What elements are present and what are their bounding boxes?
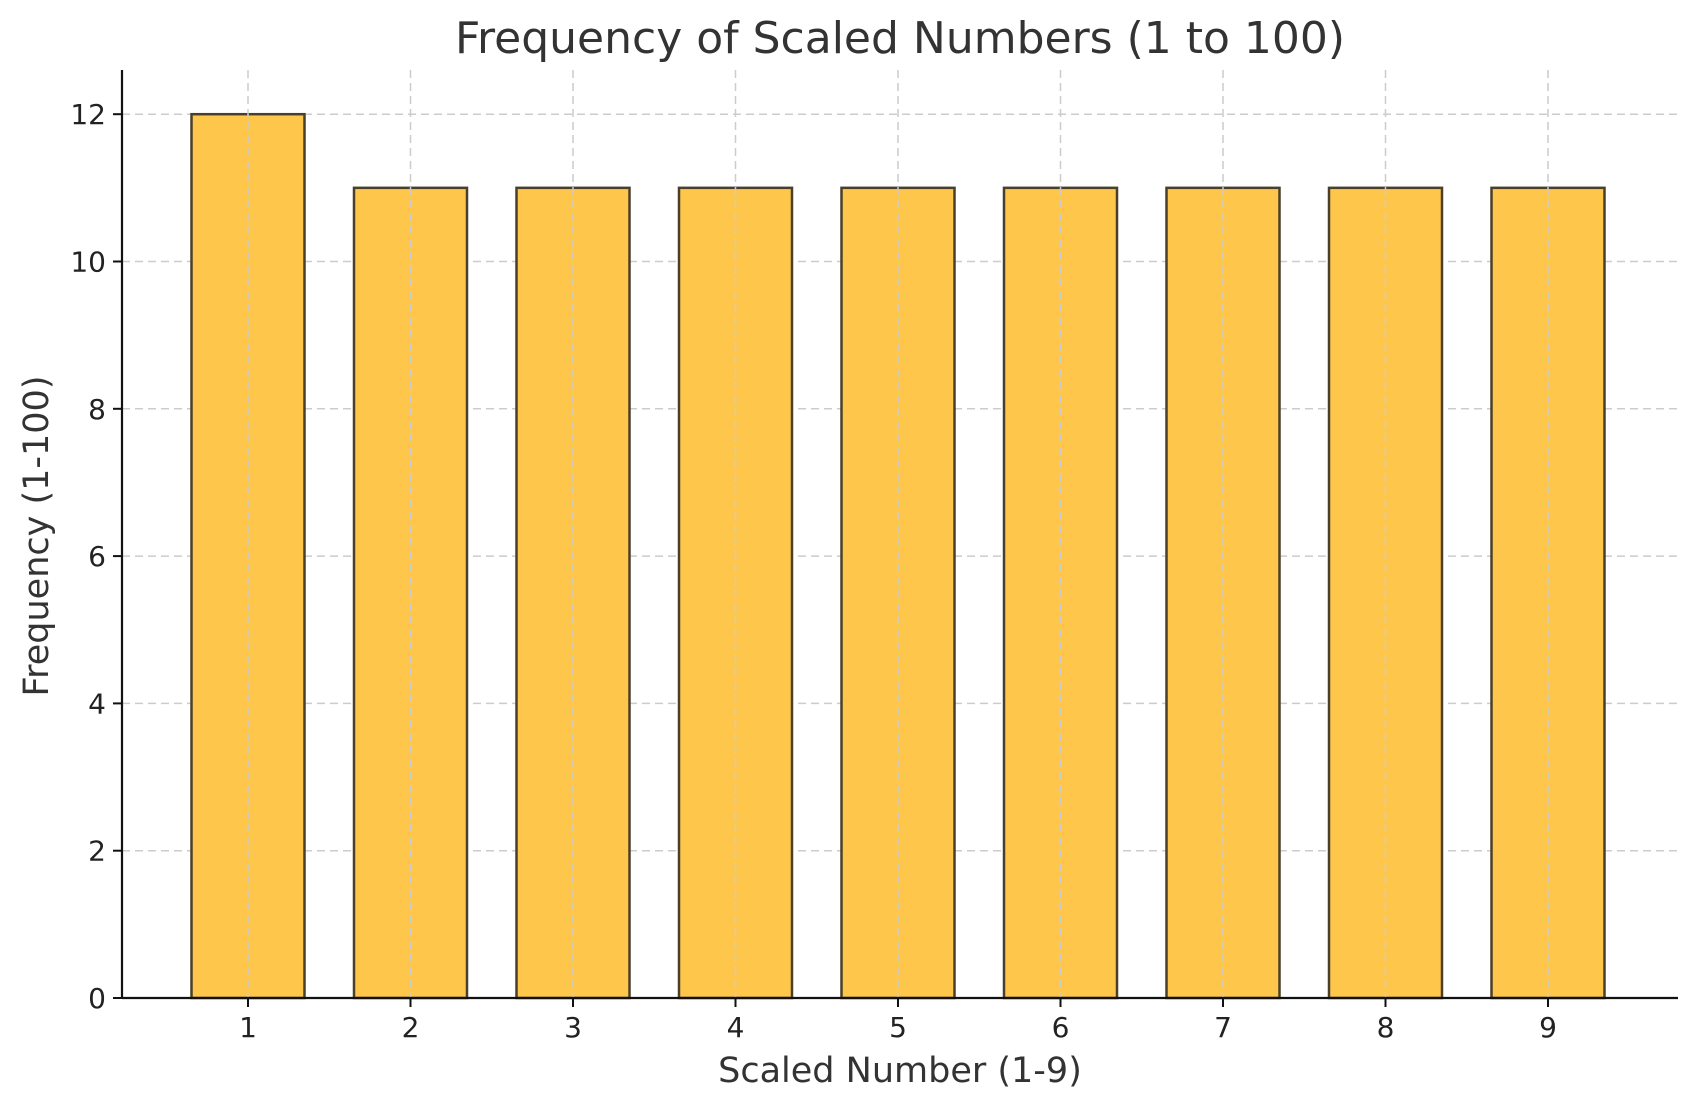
x-tick-label-2: 2 xyxy=(402,1011,420,1044)
x-tick-label-9: 9 xyxy=(1539,1011,1557,1044)
vertical-grid-layer xyxy=(247,70,1549,998)
x-tick-label-7: 7 xyxy=(1214,1011,1232,1044)
y-tick-label-0: 0 xyxy=(88,982,106,1015)
y-tick-label-10: 10 xyxy=(70,245,106,278)
x-tick-label-6: 6 xyxy=(1052,1011,1070,1044)
x-tick-label-8: 8 xyxy=(1377,1011,1395,1044)
x-tick-label-5: 5 xyxy=(889,1011,907,1044)
y-tick-label-12: 12 xyxy=(70,98,106,131)
x-tick-label-1: 1 xyxy=(239,1011,257,1044)
y-tick-label-6: 6 xyxy=(88,540,106,573)
x-tick-label-3: 3 xyxy=(564,1011,582,1044)
y-axis-title: Frequency (1-100) xyxy=(17,376,57,697)
axes-layer xyxy=(120,70,1678,1000)
y-tick-label-4: 4 xyxy=(88,687,106,720)
y-tick-label-2: 2 xyxy=(88,835,106,868)
y-tick-label-8: 8 xyxy=(88,393,106,426)
x-axis-title: Scaled Number (1-9) xyxy=(718,1051,1082,1091)
chart-title: Frequency of Scaled Numbers (1 to 100) xyxy=(455,13,1345,64)
x-tick-label-4: 4 xyxy=(727,1011,745,1044)
